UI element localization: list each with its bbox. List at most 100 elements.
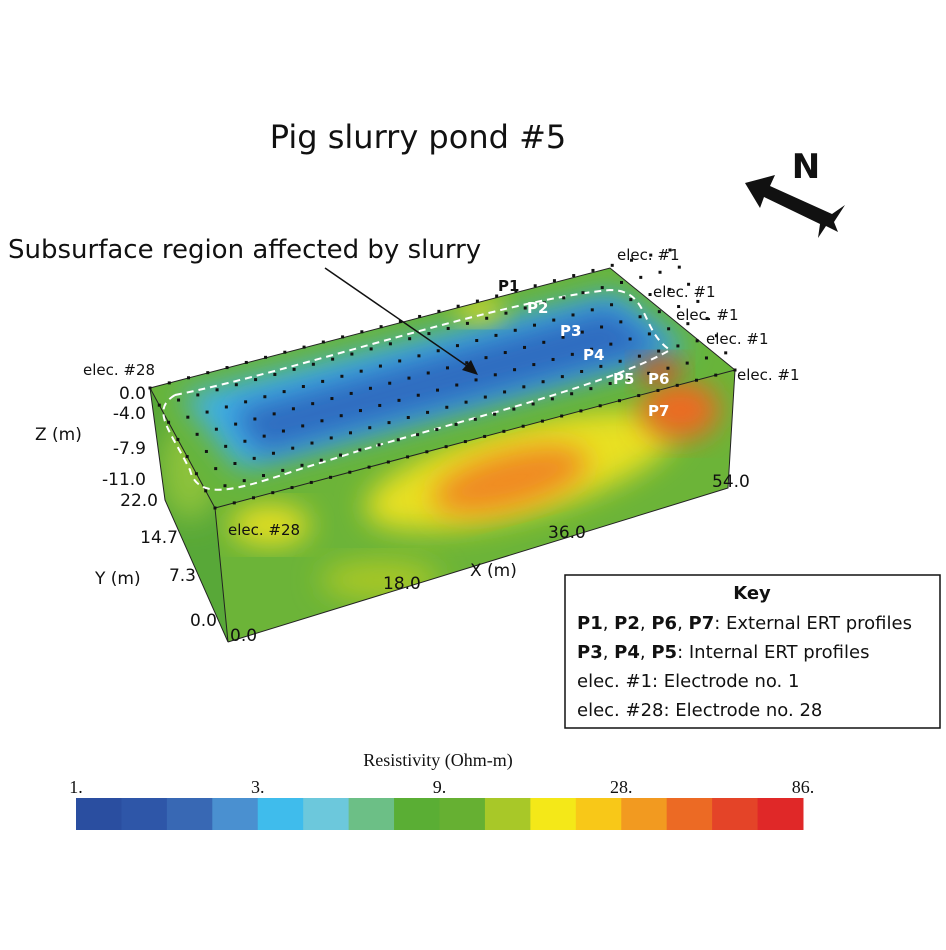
- electrode: [656, 388, 660, 392]
- electrode: [398, 320, 402, 324]
- electrode: [176, 437, 180, 441]
- electrode: [263, 395, 267, 399]
- electrode: [436, 388, 440, 392]
- electrode: [445, 405, 449, 409]
- electrode: [320, 419, 324, 423]
- electrode: [417, 354, 421, 358]
- electrode: [485, 316, 489, 320]
- electrode: [542, 301, 546, 305]
- y-axis-label: Y (m): [94, 569, 141, 589]
- electrode: [562, 296, 566, 300]
- electrode: [686, 322, 690, 326]
- electrode: [571, 313, 575, 317]
- electrode: [570, 392, 574, 396]
- electrode: [387, 421, 391, 425]
- electrode: [609, 342, 613, 346]
- colorbar-swatch: [530, 798, 577, 830]
- key-text: P1: [577, 613, 603, 634]
- electrode: [570, 352, 574, 356]
- colorbar-swatch: [121, 798, 168, 830]
- electrode: [550, 397, 554, 401]
- electrode: [377, 443, 381, 447]
- electrode: [580, 369, 584, 373]
- electrode: [591, 268, 595, 272]
- electrode-label: elec. #1: [653, 283, 716, 301]
- electrode: [444, 445, 448, 449]
- electrode: [579, 409, 583, 413]
- electrode: [195, 432, 199, 436]
- electrode: [589, 387, 593, 391]
- electrode: [647, 332, 651, 336]
- electrode: [629, 258, 633, 262]
- electrode: [339, 414, 343, 418]
- electrode: [254, 378, 258, 382]
- annotation: Subsurface region affected by slurry: [8, 235, 481, 265]
- electrode: [301, 385, 305, 389]
- electrode: [657, 310, 661, 314]
- colorbar-swatch: [76, 798, 122, 830]
- electrode: [513, 328, 517, 332]
- electrode: [367, 465, 371, 469]
- electrode: [437, 309, 441, 313]
- electrode: [167, 381, 171, 385]
- electrode-label: elec. #28: [83, 361, 155, 379]
- electrode: [676, 344, 680, 348]
- key-text: elec. #28: Electrode no. 28: [577, 700, 822, 721]
- colorbar-label: Resistivity (Ohm-m): [363, 750, 513, 771]
- electrode: [386, 460, 390, 464]
- colorbar-swatch: [394, 798, 440, 830]
- electrode: [687, 282, 691, 286]
- electrode: [396, 438, 400, 442]
- electrode: [416, 393, 420, 397]
- electrode: [214, 427, 218, 431]
- colorbar-swatch: [166, 798, 213, 830]
- electrode: [523, 306, 527, 310]
- electrode: [552, 279, 556, 283]
- key-text: P4: [614, 642, 640, 663]
- electrode: [733, 368, 737, 372]
- electrode: [234, 383, 238, 387]
- x-tick-label: 0.0: [230, 626, 257, 646]
- electrode: [148, 386, 152, 390]
- z-tick-label: -11.0: [102, 470, 146, 490]
- colorbar-swatch: [257, 798, 304, 830]
- electrode: [406, 455, 410, 459]
- electrode: [233, 461, 237, 465]
- electrode: [360, 330, 364, 334]
- electrode: [167, 420, 171, 424]
- colorbar-swatch: [621, 798, 668, 830]
- electrode: [436, 349, 440, 353]
- key-text: P6: [651, 613, 677, 634]
- electrode: [398, 359, 402, 363]
- electrode: [463, 440, 467, 444]
- electrode: [464, 400, 468, 404]
- colorbar-swatch: [348, 798, 395, 830]
- electrode: [667, 327, 671, 331]
- electrode: [714, 334, 718, 338]
- key-text: P7: [689, 613, 715, 634]
- electrode: [242, 479, 246, 483]
- electrode: [677, 265, 681, 269]
- electrode: [504, 311, 508, 315]
- electrode: [329, 436, 333, 440]
- key-line: P3, P4, P5: Internal ERT profiles: [577, 642, 869, 663]
- electrode: [358, 448, 362, 452]
- colorbar-tick-label: 28.: [610, 777, 633, 797]
- electrode: [475, 339, 479, 343]
- electrode: [186, 415, 190, 419]
- electrode: [311, 362, 315, 366]
- profile-label: P3: [560, 322, 581, 340]
- electrode: [638, 315, 642, 319]
- electrode: [540, 419, 544, 423]
- electrode: [194, 472, 198, 476]
- electrode: [522, 385, 526, 389]
- electrode: [309, 480, 313, 484]
- electrode: [397, 398, 401, 402]
- electrode: [572, 274, 576, 278]
- electrode: [369, 347, 373, 351]
- electrode: [512, 407, 516, 411]
- electrode: [666, 366, 670, 370]
- electrode: [177, 398, 181, 402]
- key-text: P2: [614, 613, 640, 634]
- electrode: [379, 325, 383, 329]
